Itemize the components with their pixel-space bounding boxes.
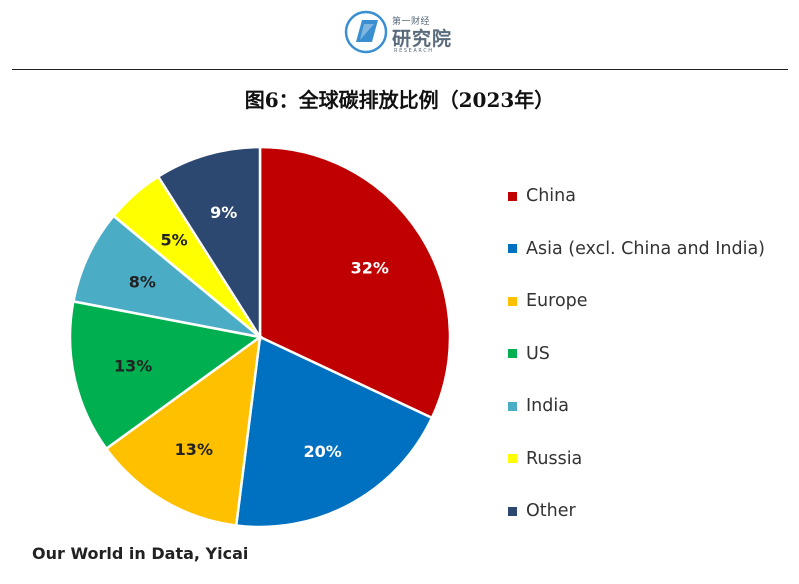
- legend-label: Europe: [526, 291, 588, 311]
- pie-slice-asia-excl-china-and-india: [234, 335, 434, 529]
- legend-item: US: [508, 344, 550, 364]
- header-divider: [12, 69, 788, 70]
- legend-item: Asia (excl. China and India): [508, 239, 765, 259]
- logo: 第一财经 研究院 RESEARCH: [344, 8, 454, 56]
- pie-slice-china: [258, 145, 452, 420]
- legend-label: Asia (excl. China and India): [526, 238, 765, 259]
- pie-data-label: 8%: [129, 273, 156, 292]
- chart-title: 图6：全球碳排放比例（2023年）: [244, 88, 555, 112]
- legend-swatch: [508, 296, 517, 306]
- legend-swatch: [508, 349, 517, 358]
- pie-data-label: 13%: [175, 440, 213, 459]
- legend-item: Russia: [508, 449, 582, 469]
- source-note: Our World in Data, Yicai: [32, 544, 249, 563]
- logo-big-text: 研究院: [392, 28, 453, 50]
- pie-data-label: 32%: [351, 258, 389, 277]
- legend-label: Other: [526, 501, 576, 521]
- legend-item: Europe: [508, 291, 588, 311]
- legend-item: India: [508, 396, 569, 416]
- legend-item: China: [508, 186, 576, 206]
- legend-label: US: [526, 343, 550, 364]
- pie-data-label: 9%: [210, 203, 237, 222]
- legend-swatch: [508, 191, 517, 201]
- legend-swatch: [508, 244, 517, 253]
- pie-slice-us: [68, 299, 264, 451]
- legend-label: Russia: [526, 448, 583, 469]
- legend-item: Other: [508, 501, 576, 521]
- pie-data-label: 5%: [160, 230, 187, 249]
- legend-swatch: [508, 401, 517, 411]
- pie-slice-india: [71, 214, 261, 339]
- logo-tiny-text: RESEARCH: [394, 48, 434, 54]
- legend-label: India: [526, 396, 569, 416]
- pie-data-label: 13%: [114, 356, 152, 375]
- pie-slice-europe: [104, 334, 262, 527]
- logo-small-text: 第一财经: [392, 17, 431, 27]
- logo-mark-icon: [344, 10, 388, 54]
- pie-slice-other: [156, 145, 262, 342]
- pie-data-label: 20%: [303, 442, 341, 461]
- legend-label: China: [526, 186, 576, 206]
- legend-swatch: [508, 506, 517, 516]
- legend-swatch: [508, 454, 517, 463]
